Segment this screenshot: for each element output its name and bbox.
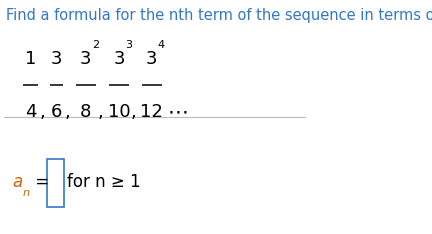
Text: 1: 1: [25, 50, 36, 68]
Text: $a$: $a$: [12, 173, 23, 191]
Text: 3: 3: [146, 50, 157, 68]
Text: 4: 4: [25, 103, 36, 121]
Text: 3: 3: [126, 40, 133, 50]
Text: ⋯: ⋯: [168, 102, 189, 122]
Text: 2: 2: [92, 40, 99, 50]
Text: ,: ,: [40, 103, 45, 121]
FancyBboxPatch shape: [47, 159, 64, 207]
Text: for n ≥ 1: for n ≥ 1: [67, 173, 141, 191]
Text: 4: 4: [158, 40, 165, 50]
Text: ,: ,: [131, 103, 137, 121]
Text: 10: 10: [108, 103, 131, 121]
Text: =: =: [30, 173, 54, 191]
Text: 8: 8: [80, 103, 92, 121]
Text: ,: ,: [65, 103, 71, 121]
Text: 3: 3: [114, 50, 125, 68]
Text: Find a formula for the nth term of the sequence in terms of n.: Find a formula for the nth term of the s…: [6, 8, 432, 23]
Text: 3: 3: [80, 50, 92, 68]
Text: ,: ,: [97, 103, 103, 121]
Text: 3: 3: [51, 50, 62, 68]
Text: $n$: $n$: [22, 188, 30, 198]
Text: 12: 12: [140, 103, 163, 121]
Text: 6: 6: [51, 103, 62, 121]
